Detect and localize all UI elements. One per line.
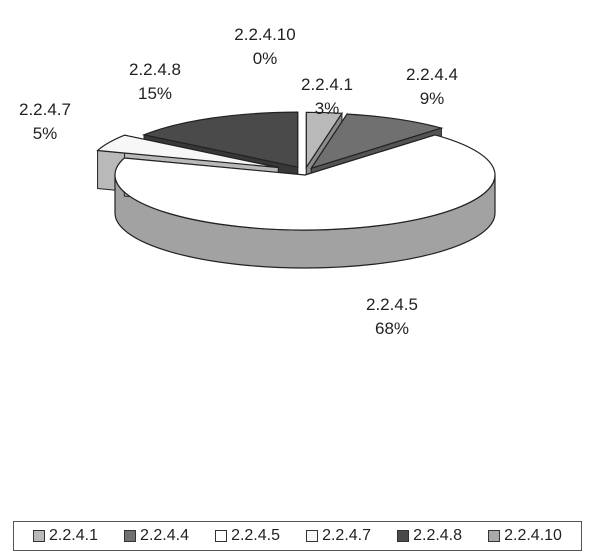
pie-chart: 2.2.4.1 3% 2.2.4.4 9% 2.2.4.5 68% 2.2.4.7 5% 2.2…: [19, 25, 496, 338]
slice-label-name: 2.2.4.8: [129, 60, 181, 79]
legend-item: 2.2.4.1: [33, 527, 98, 545]
slice-label-name: 2.2.4.4: [406, 65, 458, 84]
slice-label-value: 5%: [33, 124, 58, 143]
slice-label-name: 2.2.4.10: [234, 25, 295, 44]
slice-2.2.4.5: [114, 134, 496, 269]
legend-label: 2.2.4.10: [504, 527, 562, 544]
legend-label: 2.2.4.1: [49, 527, 98, 544]
legend-label: 2.2.4.7: [322, 527, 372, 544]
legend-label: 2.2.4.8: [413, 527, 463, 544]
slice-label-value: 15%: [138, 84, 172, 103]
legend: 2.2.4.1 2.2.4.4 2.2.4.5 2.2.4.7 2.2.4.8 2.2.4…: [13, 521, 582, 551]
legend-item: 2.2.4.7: [306, 527, 371, 545]
legend-item: 2.2.4.5: [215, 527, 280, 545]
legend-swatch: [488, 530, 501, 542]
slice-labels: 2.2.4.1 3% 2.2.4.4 9% 2.2.4.5 68% 2.2.4.7 5% 2.2…: [19, 25, 458, 338]
slice-label-value: 0%: [253, 49, 278, 68]
legend-swatch: [306, 530, 319, 542]
slice-label-value: 68%: [375, 319, 409, 338]
slice-label-name: 2.2.4.5: [366, 295, 418, 314]
slice-label-name: 2.2.4.1: [301, 75, 353, 94]
legend-swatch: [397, 530, 410, 542]
legend-item: 2.2.4.8: [397, 527, 462, 545]
legend-label: 2.2.4.5: [231, 527, 280, 544]
legend-swatch: [215, 530, 228, 542]
pie-slices: [96, 111, 496, 269]
slice-label-value: 3%: [315, 99, 340, 118]
slice-label-name: 2.2.4.7: [19, 100, 71, 119]
legend-swatch: [33, 530, 46, 542]
legend-label: 2.2.4.4: [140, 527, 189, 544]
legend-item: 2.2.4.10: [488, 527, 562, 545]
slice-label-value: 9%: [420, 89, 445, 108]
legend-item: 2.2.4.4: [124, 527, 189, 545]
legend-swatch: [124, 530, 137, 542]
